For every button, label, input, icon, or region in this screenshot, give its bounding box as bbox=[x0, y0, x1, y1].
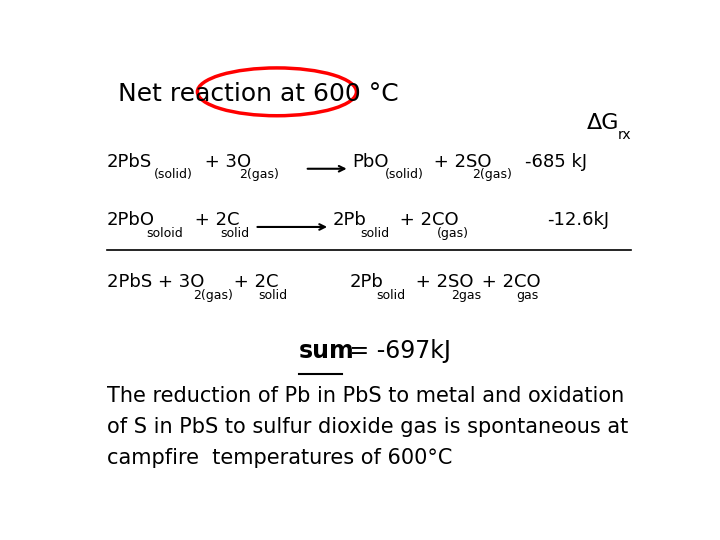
Text: ΔG: ΔG bbox=[587, 113, 619, 133]
Text: + 2CO: + 2CO bbox=[394, 211, 459, 229]
Text: 2Pb: 2Pb bbox=[349, 273, 383, 291]
Text: 2Pb: 2Pb bbox=[333, 211, 366, 229]
Text: 2(gas): 2(gas) bbox=[240, 168, 279, 181]
Text: of S in PbS to sulfur dioxide gas is spontaneous at: of S in PbS to sulfur dioxide gas is spo… bbox=[107, 417, 628, 437]
Text: -12.6kJ: -12.6kJ bbox=[547, 211, 610, 229]
Text: 2PbS + 3O: 2PbS + 3O bbox=[107, 273, 204, 291]
Text: sum: sum bbox=[300, 339, 355, 363]
Text: (solid): (solid) bbox=[154, 168, 193, 181]
Text: + 2C: + 2C bbox=[228, 273, 279, 291]
Text: 2(gas): 2(gas) bbox=[472, 168, 512, 181]
Text: = -697kJ: = -697kJ bbox=[342, 339, 451, 363]
Text: gas: gas bbox=[516, 289, 538, 302]
Text: solid: solid bbox=[258, 289, 288, 302]
Text: (solid): (solid) bbox=[384, 168, 423, 181]
Text: + 2SO: + 2SO bbox=[428, 153, 491, 171]
Text: 2PbS: 2PbS bbox=[107, 153, 152, 171]
Text: solid: solid bbox=[220, 226, 249, 240]
Text: + 3O: + 3O bbox=[199, 153, 251, 171]
Text: 2(gas): 2(gas) bbox=[193, 289, 233, 302]
Text: rx: rx bbox=[617, 128, 631, 142]
Text: + 2CO: + 2CO bbox=[476, 273, 541, 291]
Text: 2gas: 2gas bbox=[451, 289, 482, 302]
Text: solid: solid bbox=[377, 289, 405, 302]
Text: (gas): (gas) bbox=[437, 226, 469, 240]
Text: Net reaction at 600 °C: Net reaction at 600 °C bbox=[118, 82, 399, 106]
Text: soloid: soloid bbox=[145, 226, 183, 240]
Text: solid: solid bbox=[360, 226, 390, 240]
Text: + 2C: + 2C bbox=[189, 211, 240, 229]
Text: campfire  temperatures of 600°C: campfire temperatures of 600°C bbox=[107, 448, 452, 468]
Text: PbO: PbO bbox=[352, 153, 389, 171]
Text: The reduction of Pb in PbS to metal and oxidation: The reduction of Pb in PbS to metal and … bbox=[107, 386, 624, 406]
Text: 2PbO: 2PbO bbox=[107, 211, 155, 229]
Text: + 2SO: + 2SO bbox=[410, 273, 473, 291]
Text: -685 kJ: -685 kJ bbox=[526, 153, 588, 171]
